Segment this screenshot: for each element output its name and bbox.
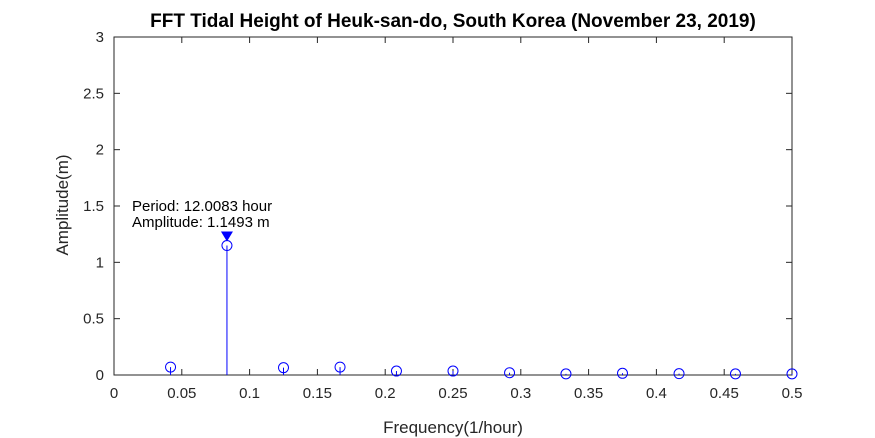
stem-marker — [278, 362, 289, 374]
x-tick-label: 0 — [110, 385, 118, 402]
x-axis-label: Frequency(1/hour) — [383, 418, 523, 437]
datatip-amplitude: Amplitude: 1.1493 m — [132, 214, 270, 231]
stem-marker — [673, 368, 685, 380]
y-tick-label: 2.5 — [83, 85, 104, 102]
datatip-marker-icon — [220, 231, 233, 242]
x-tick-label: 0.05 — [167, 385, 196, 402]
x-tick-label: 0.15 — [303, 385, 332, 402]
y-tick-label: 0.5 — [83, 311, 104, 328]
stem-marker — [786, 368, 798, 380]
y-tick-label: 1.5 — [83, 198, 104, 215]
x-tick-label: 0.4 — [646, 385, 667, 402]
stem-marker — [560, 368, 572, 380]
y-axis-label: Amplitude(m) — [53, 154, 72, 255]
x-tick-label: 0.5 — [782, 385, 803, 402]
stem-marker — [617, 367, 628, 379]
stem-marker — [165, 361, 177, 373]
x-tick-label: 0.2 — [375, 385, 396, 402]
y-tick-label: 1 — [96, 254, 104, 271]
x-tick-label: 0.45 — [710, 385, 739, 402]
stem-marker — [729, 368, 741, 380]
stem-marker — [334, 361, 346, 373]
y-tick-label: 3 — [96, 29, 104, 46]
x-tick-label: 0.25 — [438, 385, 467, 402]
stem-marker — [447, 365, 459, 377]
y-tick-label: 0 — [96, 367, 104, 384]
chart-title: FFT Tidal Height of Heuk-san-do, South K… — [150, 11, 756, 32]
stem-marker — [390, 365, 402, 377]
x-tick-label: 0.35 — [574, 385, 603, 402]
x-tick-label: 0.1 — [239, 385, 260, 402]
x-tick-label: 0.3 — [510, 385, 531, 402]
plot-area: 0 0.05 0.1 0.15 0.2 0.25 0.3 0.35 0.4 0.45 0.5 0 0.5… — [83, 29, 802, 402]
y-tick-label: 2 — [96, 142, 104, 159]
stem-marker — [504, 367, 516, 379]
datatip-period: Period: 12.0083 hour — [132, 198, 272, 215]
